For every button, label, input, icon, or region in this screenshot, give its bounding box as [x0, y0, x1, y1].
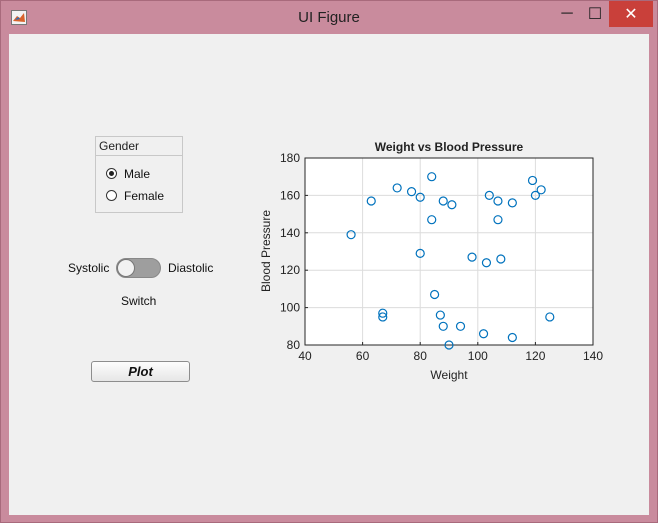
systolic-diastolic-switch[interactable] — [116, 258, 161, 278]
x-tick-label: 40 — [298, 349, 312, 363]
data-point — [415, 192, 425, 202]
data-point — [427, 172, 437, 182]
switch-left-label: Systolic — [68, 261, 110, 275]
radio-selected-icon — [106, 168, 117, 179]
data-point — [455, 321, 466, 331]
data-point — [378, 312, 388, 322]
data-point — [493, 196, 503, 206]
gender-panel-title: Gender — [96, 137, 182, 156]
data-point — [484, 190, 494, 201]
data-point — [493, 215, 503, 225]
data-point — [481, 258, 492, 268]
data-point — [366, 196, 376, 206]
y-tick-label: 140 — [280, 226, 300, 240]
data-point — [444, 340, 454, 350]
maximize-icon: ☐ — [587, 6, 603, 23]
title-bar[interactable]: UI Figure ─ ☐ ✕ — [1, 1, 657, 33]
data-point — [406, 187, 417, 197]
data-point — [530, 190, 540, 201]
data-point — [527, 175, 538, 186]
scatter-chart[interactable]: Weight vs Blood Pressure 40 60 80 100 120 140… — [259, 134, 609, 389]
switch-caption: Switch — [121, 294, 157, 308]
data-point — [545, 312, 555, 322]
data-point — [435, 310, 445, 320]
figure-content: Gender Male Female Systolic Diastolic Sw… — [9, 34, 649, 515]
y-tick-label: 160 — [280, 188, 300, 202]
x-tick-label: 60 — [356, 349, 370, 363]
radio-female-label: Female — [124, 189, 165, 203]
window-title: UI Figure — [298, 9, 360, 26]
close-icon: ✕ — [624, 6, 638, 23]
x-tick-label: 120 — [525, 349, 545, 363]
data-points — [346, 172, 555, 350]
data-point — [478, 329, 489, 339]
radio-female[interactable]: Female — [106, 188, 184, 204]
data-point — [447, 200, 457, 210]
close-button[interactable]: ✕ — [609, 1, 653, 27]
plot-button[interactable]: Plot — [91, 361, 190, 382]
maximize-button[interactable]: ☐ — [581, 1, 609, 27]
chart-grid — [304, 157, 594, 346]
data-point — [507, 198, 517, 208]
x-tick-label: 80 — [414, 349, 428, 363]
data-point — [346, 230, 356, 240]
x-axis-label: Weight — [430, 368, 468, 382]
radio-unselected-icon — [106, 190, 117, 201]
chart-title: Weight vs Blood Pressure — [375, 140, 524, 154]
minimize-icon: ─ — [561, 5, 573, 22]
gender-button-group: Gender Male Female — [95, 136, 183, 213]
x-tick-label: 140 — [583, 349, 603, 363]
chart-ticks: 40 60 80 100 120 140 80 100 120 140 160 180 — [280, 151, 603, 363]
data-point — [467, 252, 477, 262]
y-tick-label: 180 — [280, 151, 300, 165]
data-point — [378, 308, 388, 318]
data-point — [415, 248, 425, 258]
data-point — [427, 215, 437, 225]
matlab-logo-icon — [11, 10, 27, 25]
data-point — [438, 196, 448, 206]
data-point — [392, 183, 402, 193]
data-point — [430, 289, 440, 300]
data-point — [438, 321, 448, 331]
data-point — [507, 332, 517, 343]
y-tick-label: 100 — [280, 301, 300, 315]
data-point — [496, 254, 506, 264]
plot-background — [305, 158, 593, 345]
x-tick-label: 100 — [468, 349, 488, 363]
radio-male-label: Male — [124, 167, 151, 181]
radio-male[interactable]: Male — [106, 166, 184, 182]
switch-knob[interactable] — [117, 259, 135, 277]
switch-right-label: Diastolic — [168, 261, 214, 275]
data-point — [536, 185, 546, 195]
y-axis-label: Blood Pressure — [259, 210, 273, 292]
minimize-button[interactable]: ─ — [553, 1, 581, 27]
y-tick-label: 80 — [287, 338, 301, 352]
y-tick-label: 120 — [280, 263, 300, 277]
plot-area — [304, 157, 594, 346]
